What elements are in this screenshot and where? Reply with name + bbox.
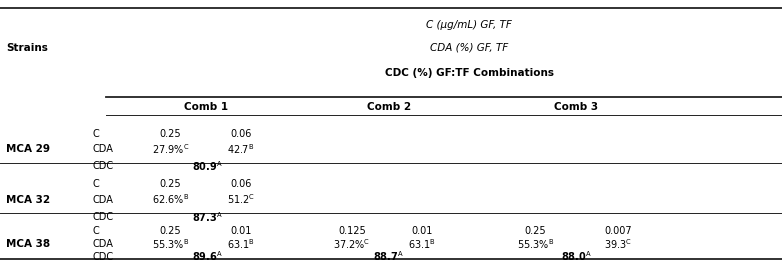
Text: 0.06: 0.06: [230, 179, 252, 189]
Text: CDA: CDA: [92, 239, 113, 249]
Text: 55.3%$^{\rm B}$: 55.3%$^{\rm B}$: [152, 237, 189, 251]
Text: 62.6%$^{\rm B}$: 62.6%$^{\rm B}$: [152, 193, 189, 206]
Text: 0.01: 0.01: [411, 226, 433, 236]
Text: C: C: [92, 129, 99, 139]
Text: Comb 1: Comb 1: [184, 101, 228, 112]
Text: C: C: [92, 226, 99, 236]
Text: CDA (%) GF, TF: CDA (%) GF, TF: [430, 43, 508, 53]
Text: 0.01: 0.01: [230, 226, 252, 236]
Text: CDA: CDA: [92, 195, 113, 205]
Text: 0.25: 0.25: [525, 226, 547, 236]
Text: Strains: Strains: [6, 43, 48, 53]
Text: Comb 3: Comb 3: [554, 101, 598, 112]
Text: 88.7$^{\rm A}$: 88.7$^{\rm A}$: [373, 250, 404, 263]
Text: 0.125: 0.125: [338, 226, 366, 236]
Text: 0.007: 0.007: [604, 226, 632, 236]
Text: 51.2$^{\rm C}$: 51.2$^{\rm C}$: [227, 193, 255, 206]
Text: 0.25: 0.25: [160, 226, 181, 236]
Text: 80.9$^{\rm A}$: 80.9$^{\rm A}$: [192, 159, 223, 173]
Text: 87.3$^{\rm A}$: 87.3$^{\rm A}$: [192, 210, 223, 224]
Text: 0.06: 0.06: [230, 129, 252, 139]
Text: 0.25: 0.25: [160, 179, 181, 189]
Text: 27.9%$^{\rm C}$: 27.9%$^{\rm C}$: [152, 142, 189, 156]
Text: CDA: CDA: [92, 144, 113, 154]
Text: C: C: [92, 179, 99, 189]
Text: MCA 38: MCA 38: [6, 239, 50, 249]
Text: 0.25: 0.25: [160, 129, 181, 139]
Text: C (μg/mL) GF, TF: C (μg/mL) GF, TF: [426, 20, 512, 30]
Text: 55.3%$^{\rm B}$: 55.3%$^{\rm B}$: [517, 237, 554, 251]
Text: CDC: CDC: [92, 161, 113, 171]
Text: CDC: CDC: [92, 212, 113, 222]
Text: 88.0$^{\rm A}$: 88.0$^{\rm A}$: [561, 250, 592, 263]
Text: 89.6$^{\rm A}$: 89.6$^{\rm A}$: [192, 250, 223, 263]
Text: 37.2%$^{\rm C}$: 37.2%$^{\rm C}$: [333, 237, 371, 251]
Text: 42.7$^{\rm B}$: 42.7$^{\rm B}$: [228, 142, 254, 156]
Text: 63.1$^{\rm B}$: 63.1$^{\rm B}$: [227, 237, 255, 251]
Text: MCA 32: MCA 32: [6, 195, 50, 205]
Text: CDC: CDC: [92, 251, 113, 262]
Text: CDC (%) GF:TF Combinations: CDC (%) GF:TF Combinations: [385, 68, 554, 78]
Text: Comb 2: Comb 2: [367, 101, 411, 112]
Text: 63.1$^{\rm B}$: 63.1$^{\rm B}$: [408, 237, 436, 251]
Text: 39.3$^{\rm C}$: 39.3$^{\rm C}$: [604, 237, 632, 251]
Text: MCA 29: MCA 29: [6, 144, 50, 154]
